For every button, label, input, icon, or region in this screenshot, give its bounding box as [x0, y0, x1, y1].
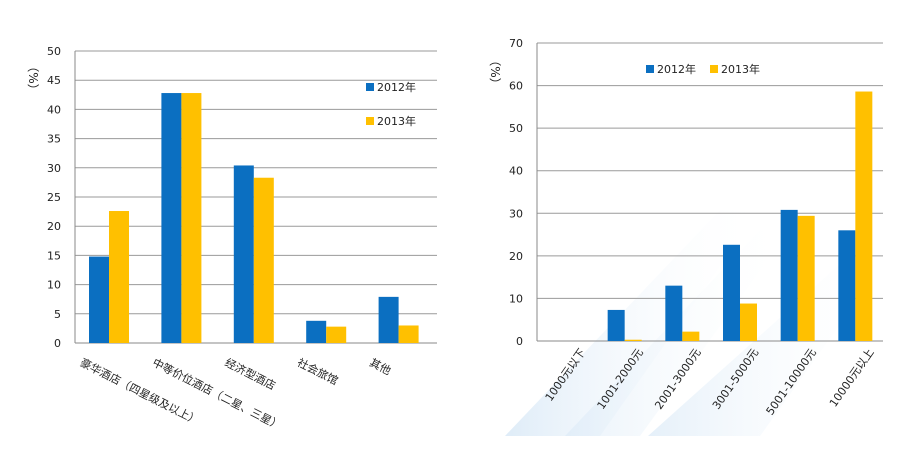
y-tick-label: 20 — [47, 220, 61, 233]
left-x-labels: 豪华酒店（四星级及以上）中等价位酒店（二星、三星）经济型酒店 社会旅馆 其他 — [78, 355, 393, 432]
legend-label: 2012年 — [377, 80, 416, 94]
right-y-axis-label: （%） — [488, 54, 502, 89]
bar-2012 — [89, 256, 109, 343]
y-tick-label: 10 — [47, 279, 61, 292]
bar-2013 — [624, 339, 642, 341]
right-legend: 2012年 2013年 — [646, 62, 760, 76]
bar-2012 — [723, 244, 740, 341]
bar-2013 — [109, 211, 129, 343]
y-tick-label: 50 — [47, 45, 61, 58]
bar-2012 — [306, 320, 327, 343]
y-tick-label: 60 — [509, 80, 523, 93]
x-tick-label: 中等价位酒店（二星、三星） — [150, 355, 284, 432]
y-tick-label: 50 — [509, 122, 523, 135]
legend-swatch — [366, 83, 374, 91]
y-tick-label: 40 — [47, 103, 61, 116]
y-tick-label: 45 — [47, 74, 61, 87]
left-legend: 2012年 2013年 — [366, 80, 416, 128]
left-bars — [89, 93, 419, 343]
bar-2012 — [665, 285, 683, 341]
x-tick-label: 其他 — [367, 356, 393, 378]
y-tick-label: 20 — [509, 250, 523, 263]
legend-swatch — [646, 65, 654, 73]
y-tick-label: 10 — [509, 292, 523, 305]
bar-2013 — [398, 325, 419, 343]
right-gridlines — [536, 42, 883, 342]
y-tick-label: 40 — [509, 165, 523, 178]
x-tick-label: 社会旅馆 — [295, 355, 341, 387]
bar-2013 — [181, 93, 202, 343]
legend-label: 2012年 — [657, 62, 696, 76]
y-tick-label: 25 — [47, 191, 61, 204]
y-tick-label: 5 — [54, 308, 61, 321]
y-tick-label: 15 — [47, 249, 61, 262]
bar-2013 — [855, 91, 873, 341]
y-tick-label: 70 — [509, 37, 523, 50]
right-y-ticks: 0 10 20 30 40 50 60 70 — [509, 37, 523, 348]
legend-swatch — [710, 65, 718, 73]
bar-2012 — [161, 93, 182, 343]
bar-2013 — [682, 331, 700, 341]
bar-2013 — [326, 326, 347, 343]
hotel-type-chart: 0 5 10 15 20 25 30 35 40 45 50 （%） 豪华酒店（四星级及以上）中等价… — [26, 45, 437, 433]
bar-2013 — [253, 177, 274, 343]
x-tick-label: 10000元以上 — [827, 346, 877, 409]
y-tick-label: 30 — [509, 207, 523, 220]
legend-label: 2013年 — [377, 114, 416, 128]
right-bars — [607, 91, 873, 341]
bar-2012 — [838, 230, 856, 341]
legend-label: 2013年 — [721, 62, 760, 76]
left-y-ticks: 0 5 10 15 20 25 30 35 40 45 50 — [47, 45, 61, 350]
bar-2012 — [233, 165, 254, 343]
bar-2013 — [740, 303, 757, 341]
bar-2013 — [797, 215, 815, 341]
y-tick-label: 30 — [47, 162, 61, 175]
y-tick-label: 0 — [516, 335, 523, 348]
bar-2012 — [607, 309, 625, 341]
bar-2012 — [378, 296, 399, 343]
legend-swatch — [366, 117, 374, 125]
left-y-axis-label: （%） — [26, 60, 40, 95]
x-tick-label: 豪华酒店（四星级及以上） — [78, 355, 202, 427]
y-tick-label: 0 — [54, 337, 61, 350]
bar-2012 — [780, 209, 798, 341]
x-tick-label: 经济型酒店 — [223, 355, 278, 392]
y-tick-label: 35 — [47, 133, 61, 146]
